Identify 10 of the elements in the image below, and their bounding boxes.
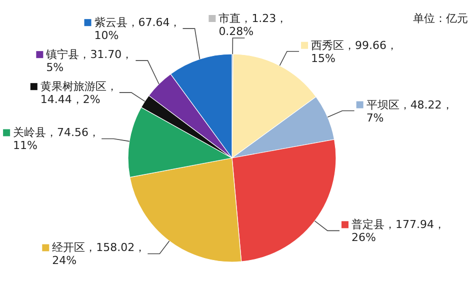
legend-label: 黄果树旅游区， 14.44，2% [40, 80, 118, 106]
legend-label: 市直，1.23， 0.28% [218, 12, 288, 38]
legend-label: 紫云县，67.64， 10% [94, 16, 181, 42]
legend-label: 普定县，177.94， 26% [351, 218, 445, 244]
legend-label: 平坝区，48.22， 7% [366, 98, 453, 124]
legend-label: 西秀区，99.66， 15% [311, 38, 398, 65]
legend-label: 镇宁县，31.70， 5% [45, 48, 133, 74]
legend-label: 关岭县，74.56， 11% [13, 126, 100, 152]
text: 单位：亿元 [413, 12, 468, 25]
legend-label: 经开区，158.02， 24% [52, 241, 146, 268]
